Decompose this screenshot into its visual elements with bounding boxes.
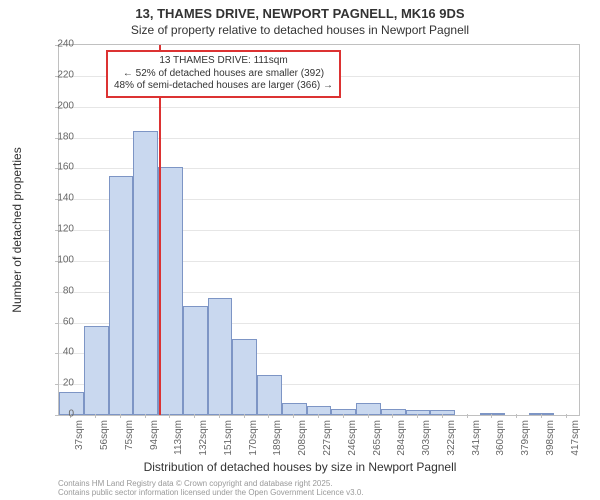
y-tick-label: 200 [34,100,74,111]
x-tick-label: 208sqm [297,420,308,456]
y-tick-label: 160 [34,162,74,173]
x-tick-label: 341sqm [471,420,482,456]
histogram-bar [183,306,208,415]
x-tick [442,414,443,418]
x-tick-label: 170sqm [248,420,259,456]
chart-subtitle: Size of property relative to detached ho… [0,21,600,37]
x-tick-label: 113sqm [173,420,184,455]
histogram-bar [133,131,158,415]
y-tick-label: 80 [34,285,74,296]
credits: Contains HM Land Registry data © Crown c… [58,480,364,498]
histogram-bar [84,326,109,415]
histogram-bar [307,406,332,415]
x-tick [491,414,492,418]
y-tick-label: 140 [34,193,74,204]
annotation-line2: ← 52% of detached houses are smaller (39… [114,68,333,81]
histogram-bar [430,410,455,415]
y-tick-label: 20 [34,378,74,389]
annotation-box: 13 THAMES DRIVE: 111sqm ← 52% of detache… [106,50,341,98]
x-tick-label: 151sqm [223,420,234,456]
chart-title: 13, THAMES DRIVE, NEWPORT PAGNELL, MK16 … [0,0,600,21]
x-tick [219,414,220,418]
y-tick-label: 180 [34,131,74,142]
histogram-bar [381,409,406,415]
x-axis-title: Distribution of detached houses by size … [0,460,600,474]
histogram-bar [158,167,183,415]
y-tick-label: 220 [34,69,74,80]
histogram-bar [331,409,356,415]
x-tick-label: 303sqm [421,420,432,456]
x-tick-label: 56sqm [99,420,110,450]
x-tick [318,414,319,418]
y-tick-label: 120 [34,224,74,235]
x-tick [145,414,146,418]
x-tick-label: 246sqm [347,420,358,456]
grid-line [59,107,579,108]
marker-line [159,45,161,415]
y-tick-label: 100 [34,254,74,265]
y-axis-title: Number of detached properties [10,147,24,312]
x-tick-label: 284sqm [396,420,407,456]
x-tick-label: 360sqm [495,420,506,456]
x-tick-label: 37sqm [74,420,85,450]
x-tick [169,414,170,418]
y-tick-label: 40 [34,347,74,358]
x-tick-label: 265sqm [372,420,383,456]
x-tick-label: 379sqm [520,420,531,456]
x-tick [95,414,96,418]
histogram-bar [529,413,554,415]
x-tick [566,414,567,418]
histogram-bar [232,339,257,415]
x-tick-label: 75sqm [124,420,135,450]
x-tick [244,414,245,418]
chart-plot-area: 13 THAMES DRIVE: 111sqm ← 52% of detache… [58,44,578,414]
x-tick [516,414,517,418]
histogram-bar [257,375,282,415]
x-tick-label: 189sqm [272,420,283,456]
x-tick [120,414,121,418]
histogram-bar [208,298,233,415]
plot-box [58,44,580,416]
x-tick-label: 322sqm [446,420,457,456]
x-tick [194,414,195,418]
y-tick-label: 60 [34,316,74,327]
credits-line2: Contains public sector information licen… [58,489,364,498]
x-tick-label: 417sqm [570,420,581,456]
x-tick [467,414,468,418]
y-tick-label: 0 [34,409,74,420]
x-tick [343,414,344,418]
x-tick [368,414,369,418]
x-tick-label: 94sqm [149,420,160,450]
x-tick [392,414,393,418]
x-tick-label: 227sqm [322,420,333,456]
x-tick [541,414,542,418]
histogram-bar [109,176,134,415]
chart-container: 13, THAMES DRIVE, NEWPORT PAGNELL, MK16 … [0,0,600,500]
annotation-line1: 13 THAMES DRIVE: 111sqm [114,55,333,68]
x-tick-label: 132sqm [198,420,209,456]
x-tick [293,414,294,418]
x-tick [417,414,418,418]
y-tick-label: 240 [34,39,74,50]
x-tick-label: 398sqm [545,420,556,456]
x-tick [268,414,269,418]
annotation-line3: 48% of semi-detached houses are larger (… [114,80,333,93]
